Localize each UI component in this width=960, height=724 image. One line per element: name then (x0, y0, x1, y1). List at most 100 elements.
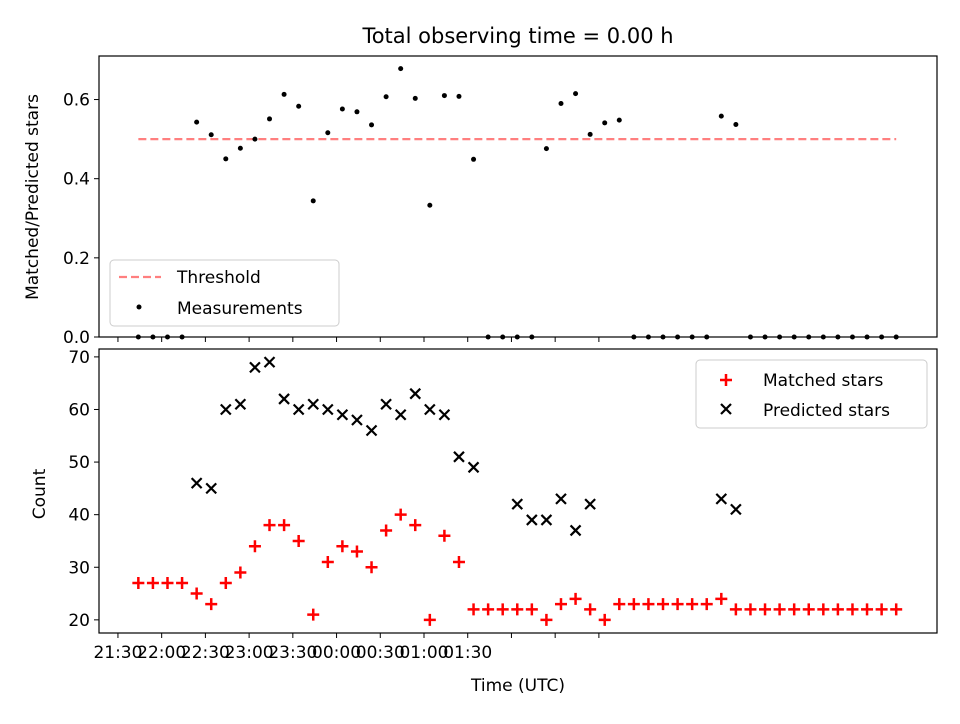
matched-star-point (540, 613, 553, 626)
x-axis-label: Time (UTC) (470, 676, 565, 696)
matched-star-point (759, 603, 772, 616)
predicted-star-point (263, 356, 276, 368)
chart-title: Total observing time = 0.00 h (361, 24, 673, 48)
matched-star-point (278, 519, 291, 532)
measurement-point (194, 119, 200, 125)
measurement-point (339, 106, 345, 112)
matched-star-point (205, 598, 218, 611)
measurement-point (223, 156, 229, 162)
predicted-star-point (278, 393, 290, 405)
predicted-star-point (394, 408, 407, 421)
matched-star-point (409, 519, 422, 532)
measurement-point (660, 334, 666, 340)
count-x-tick-label: 23:00 (225, 643, 274, 663)
matched-star-point (817, 603, 830, 616)
matched-star-point (452, 556, 465, 568)
predicted-star-point (730, 503, 742, 516)
predicted-star-point (453, 451, 465, 463)
matched-legend-label: Matched stars (763, 371, 883, 391)
measurement-point (500, 334, 506, 340)
measurement-point (237, 145, 243, 151)
matched-star-point (190, 587, 203, 600)
measurement-point (267, 116, 273, 122)
measurement-point (791, 334, 797, 340)
measurement-point (645, 334, 651, 340)
predicted-star-point (351, 414, 363, 426)
predicted-star-point (526, 514, 538, 526)
predicted-star-point (292, 403, 305, 416)
predicted-star-point (380, 398, 392, 410)
matched-star-point (554, 598, 567, 611)
matched-star-point (248, 540, 261, 553)
measurement-point (354, 109, 360, 115)
ratio-legend: Threshold Measurements (109, 259, 340, 327)
matched-star-point (511, 603, 524, 616)
measurement-point (179, 334, 185, 340)
count-x-tick-label: 00:30 (356, 643, 405, 663)
count-y-tick-label: 30 (68, 558, 90, 578)
count-x-tick-label: 22:30 (181, 643, 230, 663)
ratio-y-ticks: 0.0 0.2 0.4 0.6 (63, 91, 99, 348)
predicted-star-point (365, 424, 378, 437)
measurement-point (733, 121, 739, 127)
count-x-tick-label: 01:30 (443, 643, 492, 663)
matched-star-point (132, 577, 145, 590)
count-plot-frame (98, 348, 938, 634)
measurement-point (369, 122, 375, 128)
measurement-point (587, 131, 593, 137)
matched-star-point (657, 598, 670, 611)
matched-star-point (176, 577, 189, 590)
measurement-point (135, 334, 141, 340)
measurement-point (573, 91, 579, 97)
count-y-tick-label: 60 (68, 400, 90, 420)
measurement-point (485, 334, 491, 340)
ratio-panel: 0.0 0.2 0.4 0.6 Matched/Predicted stars Thr… (23, 55, 938, 348)
measurement-point (675, 334, 681, 340)
predicted-star-point (190, 477, 203, 489)
predicted-star-point (409, 387, 422, 400)
measurement-point (879, 334, 885, 340)
count-y-tick-label: 50 (68, 453, 90, 473)
matched-star-point (744, 603, 757, 616)
measurement-point (310, 198, 316, 204)
measurement-point (864, 334, 870, 340)
measurements-legend-swatch (136, 304, 142, 310)
matched-star-point (438, 529, 451, 542)
predicted-star-point (555, 493, 567, 505)
measurement-point (616, 117, 622, 123)
matched-star-point (729, 603, 742, 616)
predicted-star-point (336, 408, 349, 421)
matched-star-point (627, 598, 640, 611)
measurement-point (441, 93, 447, 99)
measurement-point (835, 334, 841, 340)
matched-star-point (467, 603, 480, 616)
measurement-point (529, 334, 535, 340)
matched-star-point (365, 561, 378, 574)
measurement-point (762, 334, 768, 340)
matched-star-point (802, 603, 815, 616)
predicted-star-point (234, 398, 247, 410)
measurement-point (456, 93, 462, 99)
matched-star-point (380, 524, 393, 537)
matched-star-point (875, 603, 888, 616)
matched-star-point (642, 598, 655, 611)
ratio-y-axis-label: Matched/Predicted stars (23, 94, 43, 300)
matched-star-point (613, 598, 626, 611)
predicted-star-point (307, 398, 320, 410)
measurement-point (747, 334, 753, 340)
matched-star-point (700, 598, 713, 611)
matched-star-point (715, 592, 728, 605)
measurement-point (164, 334, 170, 340)
measurement-points (135, 66, 899, 340)
threshold-legend-label: Threshold (176, 268, 261, 288)
ratio-y-tick-label: 0.0 (63, 328, 90, 348)
matched-star-point (394, 508, 407, 521)
matched-star-point (861, 603, 874, 616)
count-x-ticks: 21:3022:0022:3023:0023:3000:0000:3001:00… (93, 633, 600, 663)
count-x-tick-label: 00:00 (312, 643, 361, 663)
measurements-legend-label: Measurements (177, 299, 303, 319)
measurement-point (412, 95, 418, 101)
measurement-point (602, 120, 608, 126)
matched-star-point (598, 613, 611, 626)
